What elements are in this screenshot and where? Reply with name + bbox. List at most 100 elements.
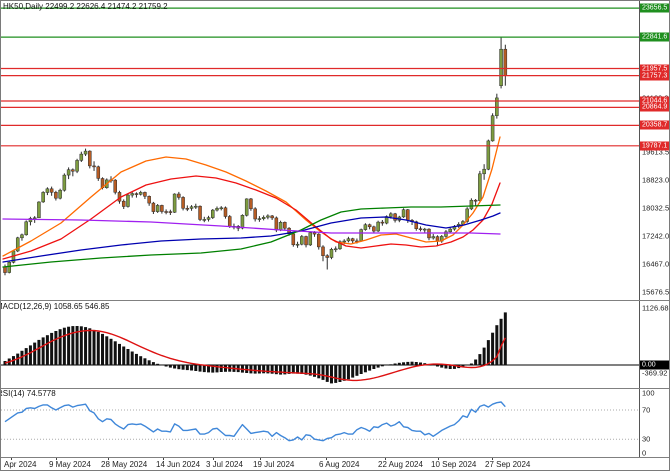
candle-up xyxy=(62,174,67,191)
macd-bar xyxy=(444,365,448,369)
candle-up xyxy=(486,140,491,170)
time-axis-tick xyxy=(492,457,493,460)
price-level-badge: 19787.1 xyxy=(640,141,669,151)
panel-separator-main-macd[interactable] xyxy=(1,300,669,301)
macd-bar xyxy=(469,363,473,365)
candle-down xyxy=(49,188,54,193)
macd-bar xyxy=(380,365,384,367)
macd-bar xyxy=(291,365,295,374)
macd-bar xyxy=(33,342,37,365)
macd-bar xyxy=(482,347,486,365)
macd-bar xyxy=(283,365,287,375)
rsi-axis-label: 70 xyxy=(642,405,651,415)
candle-up xyxy=(359,229,363,242)
macd-bar xyxy=(304,365,308,375)
macd-bar xyxy=(67,326,71,365)
price-axis-label: 18823.0 xyxy=(642,175,670,185)
macd-bar xyxy=(474,359,478,365)
main-price-panel[interactable] xyxy=(1,1,669,300)
time-axis-tick xyxy=(163,457,164,460)
candle-up xyxy=(45,188,50,193)
macd-bar xyxy=(342,365,346,381)
candle-up xyxy=(20,234,24,239)
time-axis-tick xyxy=(108,457,109,460)
macd-bar xyxy=(96,331,100,365)
candle-up xyxy=(338,241,342,250)
macd-bar xyxy=(211,365,215,373)
macd-bar xyxy=(194,365,198,371)
main-chart-canvas[interactable] xyxy=(1,1,639,300)
candle-up xyxy=(240,215,245,229)
macd-canvas[interactable] xyxy=(1,301,639,388)
candle-up xyxy=(346,238,351,242)
candle-down xyxy=(147,196,151,204)
macd-bar xyxy=(257,365,261,374)
macd-bar xyxy=(253,365,257,374)
macd-bar xyxy=(266,365,270,374)
time-axis-label: Apr 2024 xyxy=(4,460,37,469)
candle-down xyxy=(253,208,257,220)
candle-down xyxy=(317,233,321,248)
candle-down xyxy=(372,226,376,232)
candle-up xyxy=(244,198,249,216)
macd-bar xyxy=(355,365,359,376)
candle-down xyxy=(304,236,308,246)
macd-bar xyxy=(346,365,350,380)
candle-up xyxy=(448,228,452,233)
macd-panel[interactable] xyxy=(1,301,669,388)
candle-up xyxy=(342,240,346,243)
ma-blue xyxy=(2,212,501,263)
macd-bar xyxy=(495,325,499,365)
macd-bar xyxy=(181,365,185,370)
macd-bar xyxy=(410,361,414,365)
ma-green xyxy=(2,204,501,268)
candle-down xyxy=(168,211,173,213)
macd-bar xyxy=(317,365,321,379)
price-axis-label: 15676.5 xyxy=(642,287,670,297)
price-axis-line[interactable] xyxy=(639,1,640,457)
macd-bar xyxy=(440,365,444,368)
macd-zero-badge: 0.00 xyxy=(640,360,669,370)
candle-down xyxy=(96,166,101,179)
candle-down xyxy=(198,205,202,220)
price-level-badge: 22841.6 xyxy=(640,32,669,42)
time-axis-tick xyxy=(213,457,214,460)
macd-indicator-title: MACD(12,26,9) 1058.65 546.85 xyxy=(0,302,110,311)
macd-bar xyxy=(190,365,194,371)
macd-bar xyxy=(84,327,88,365)
candle-up xyxy=(478,173,482,201)
rsi-canvas[interactable] xyxy=(1,389,639,457)
macd-bar xyxy=(113,341,117,365)
candle-down xyxy=(88,150,92,167)
macd-bar xyxy=(300,365,304,374)
candle-up xyxy=(389,213,393,217)
time-axis-tick xyxy=(260,457,261,460)
macd-bar xyxy=(406,361,410,365)
candle-up xyxy=(7,262,11,273)
candle-down xyxy=(223,207,228,217)
macd-bar xyxy=(177,365,181,370)
macd-bar xyxy=(491,332,495,365)
candle-up xyxy=(24,221,28,236)
macd-bar xyxy=(478,354,482,365)
macd-bar xyxy=(359,365,363,374)
macd-bar xyxy=(71,326,75,365)
candle-down xyxy=(350,238,355,242)
macd-bar xyxy=(20,350,24,365)
candle-down xyxy=(164,211,168,213)
candle-down xyxy=(143,192,147,197)
panel-separator-macd-rsi[interactable] xyxy=(1,388,669,389)
rsi-panel[interactable] xyxy=(1,389,669,457)
candle-down xyxy=(160,205,164,212)
candle-up xyxy=(482,168,486,175)
candle-down xyxy=(380,221,385,224)
price-level-badge: 21757.3 xyxy=(640,71,669,81)
macd-bar xyxy=(223,365,227,372)
macd-bar xyxy=(215,365,219,373)
candle-up xyxy=(261,217,266,219)
time-axis-tick xyxy=(326,457,327,460)
macd-bar xyxy=(376,365,380,368)
macd-bar xyxy=(117,343,121,365)
rsi-indicator-title: RSI(14) 74.5778 xyxy=(0,389,56,398)
